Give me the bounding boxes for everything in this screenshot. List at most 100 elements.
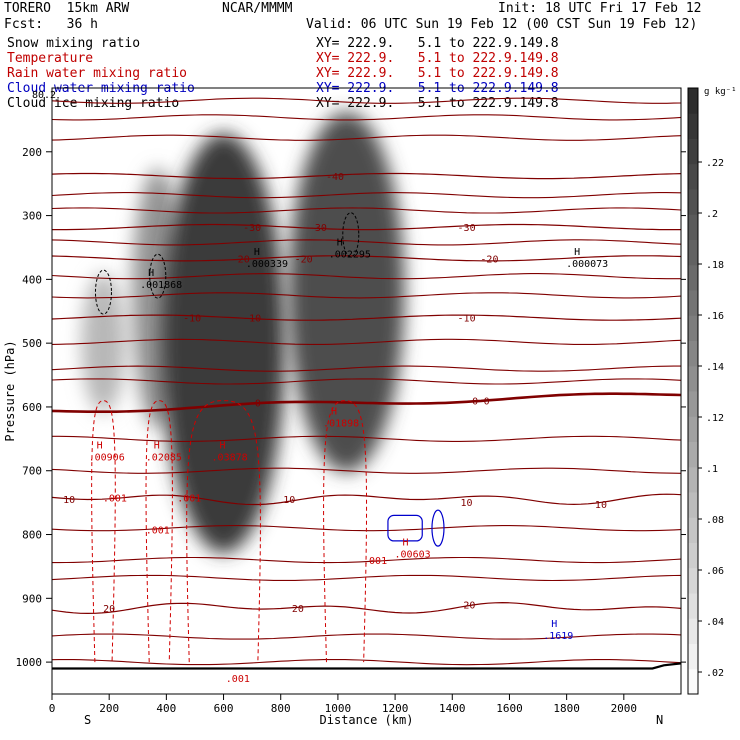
contour-label-17: 20	[103, 604, 115, 615]
maximum-value-7: .01898	[323, 419, 359, 430]
y-tick-label-3: 500	[22, 337, 42, 350]
maximum-marker-1: H	[254, 247, 260, 258]
isotherm-minor-3	[51, 192, 682, 199]
contour-label-9: -10	[458, 314, 476, 325]
maximum-value-9: .1619	[543, 631, 573, 642]
colorbar-tick-label-0: .02	[706, 668, 724, 679]
x-tick-label-0: 0	[49, 702, 56, 715]
field-temperature-name: Temperature	[7, 51, 94, 66]
end-label-north: N	[656, 713, 663, 727]
forecast-label: Fcst: 36 h	[4, 17, 98, 32]
contour-label-23: .001	[363, 556, 387, 567]
field-rain-xy: XY= 222.9. 5.1 to 222.9.149.8	[316, 66, 559, 81]
colorbar-cell-14	[688, 315, 698, 341]
maximum-marker-0: H	[148, 268, 154, 279]
y-tick-label-4: 600	[22, 401, 42, 414]
y-tick-label-8: 1000	[16, 656, 43, 669]
colorbar-cell-6	[688, 517, 698, 543]
colorbar-tick-label-9: .2	[706, 209, 718, 220]
isotherm-3	[51, 314, 682, 321]
contour-label-8: -10	[243, 314, 261, 325]
maximum-marker-9: H	[551, 619, 557, 630]
colorbar-cell-8	[688, 466, 698, 493]
x-tick-label-8: 1600	[496, 702, 523, 715]
isotherm-0	[51, 172, 682, 180]
rain-contour-0	[91, 400, 116, 663]
maximum-marker-6: H	[220, 440, 226, 451]
snow-blob-0	[81, 273, 126, 414]
colorbar-cell-13	[688, 340, 698, 367]
colorbar-tick-label-3: .08	[706, 515, 724, 526]
colorbar-cell-21	[688, 138, 698, 165]
contour-label-19: 20	[463, 601, 475, 612]
x-tick-label-9: 1800	[553, 702, 580, 715]
x-tick-label-1: 200	[99, 702, 119, 715]
isotherm-2	[51, 255, 682, 262]
colorbar-cell-18	[688, 214, 698, 240]
contour-label-6: -20	[480, 254, 498, 265]
colorbar-cell-23	[688, 88, 698, 114]
contour-label-22: .001	[146, 525, 170, 536]
contour-label-24: .001	[226, 674, 250, 685]
colorbar-cell-5	[688, 542, 698, 569]
field-rain-name: Rain water mixing ratio	[7, 66, 188, 81]
contour-label-7: -10	[183, 314, 201, 325]
maximum-value-4: .00906	[89, 452, 125, 463]
maximum-value-2: .002295	[329, 249, 371, 260]
colorbar-cell-12	[688, 365, 698, 392]
contour-label-5: -20	[295, 254, 313, 265]
top-corner-label: 80.2	[32, 90, 56, 101]
contour-label-16: 10	[595, 500, 607, 511]
contour-label-4: -20	[232, 254, 250, 265]
rain-contour-1	[145, 400, 173, 663]
snow-blob-2	[161, 133, 286, 554]
colorbar-tick-label-4: .1	[706, 464, 718, 475]
maximum-marker-7: H	[331, 407, 337, 418]
maximum-value-5: .02085	[146, 452, 182, 463]
isotherm-minor-1	[51, 114, 682, 121]
isotherm-minor-11	[52, 435, 682, 442]
y-tick-label-2: 400	[22, 273, 42, 286]
maximum-value-6: .03878	[212, 452, 248, 463]
colorbar-frame	[687, 87, 699, 695]
isotherm-minor-17	[51, 659, 682, 666]
colorbar-cell-11	[688, 391, 698, 417]
colorbar-tick-label-6: .14	[706, 362, 724, 373]
x-tick-label-6: 1200	[382, 702, 409, 715]
maximum-marker-3: H	[574, 247, 580, 258]
colorbar-tick-label-7: .16	[706, 311, 724, 322]
x-tick-label-7: 1400	[439, 702, 466, 715]
valid-label: Valid: 06 UTC Sun 19 Feb 12 (00 CST Sun …	[306, 17, 698, 32]
y-axis-label: Pressure (hPa)	[3, 340, 17, 441]
terrain-line	[52, 662, 682, 670]
colorbar-tick-label-10: .22	[706, 158, 724, 169]
x-tick-label-3: 600	[214, 702, 234, 715]
maximum-marker-4: H	[97, 440, 103, 451]
rain-contour-2	[186, 400, 261, 663]
colorbar-cell-0	[688, 668, 698, 695]
y-tick-label-6: 800	[22, 529, 42, 542]
maximum-value-3: .000073	[566, 259, 608, 270]
x-tick-label-5: 1000	[325, 702, 352, 715]
maximum-marker-5: H	[154, 440, 160, 451]
isotherm-minor-7	[51, 292, 682, 299]
contour-label-14: 10	[283, 495, 295, 506]
x-tick-label-10: 2000	[611, 702, 638, 715]
y-tick-label-0: 200	[22, 146, 42, 159]
field-temperature-xy: XY= 222.9. 5.1 to 222.9.149.8	[316, 51, 559, 66]
colorbar-unit: g kg⁻¹	[704, 87, 737, 97]
y-tick-label-5: 700	[22, 465, 42, 478]
field-snow-xy: XY= 222.9. 5.1 to 222.9.149.8	[316, 36, 559, 51]
isotherm-minor-9	[51, 365, 681, 372]
colorbar-cell-10	[688, 416, 698, 442]
isotherm-minor-5	[51, 239, 682, 246]
contour-label-18: 20	[292, 604, 304, 615]
colorbar-cell-22	[688, 113, 698, 139]
contour-label-10: 0	[255, 398, 261, 409]
colorbar-tick-label-2: .06	[706, 566, 724, 577]
isotherm-minor-16	[51, 633, 682, 640]
cloud-water-contour-0	[387, 514, 423, 542]
rain-contour-3	[323, 400, 368, 663]
